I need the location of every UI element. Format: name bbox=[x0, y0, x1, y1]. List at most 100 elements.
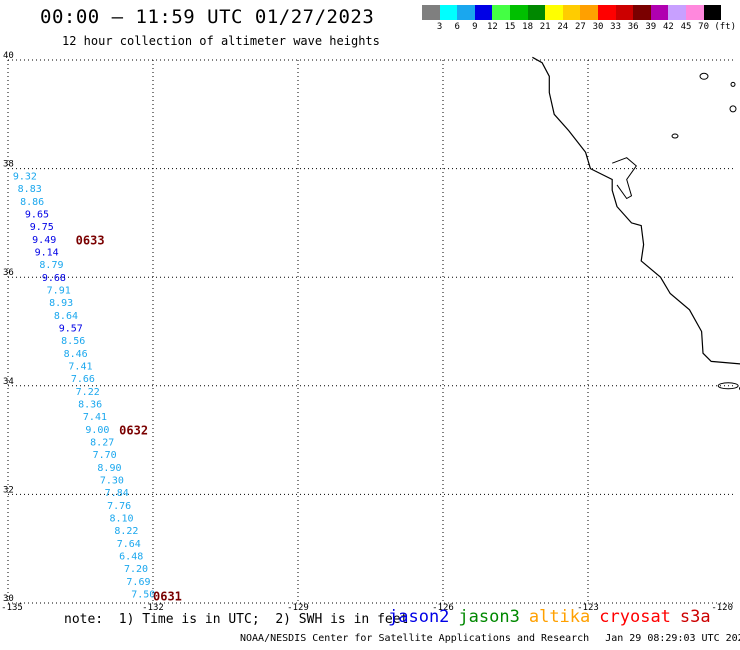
color-scale-tick-label: 12 bbox=[486, 22, 498, 32]
satellite-legend-entry: cryosat bbox=[599, 607, 671, 627]
satellite-legend-entry: altika bbox=[528, 607, 591, 627]
color-swatch bbox=[457, 5, 475, 20]
color-scale-tick-label: 36 bbox=[627, 22, 639, 32]
wave-height-value: 7.20 bbox=[124, 564, 148, 575]
color-scale-tick-label: 18 bbox=[522, 22, 534, 32]
footer-note: note: 1) Time is in UTC; 2) SWH is in fe… bbox=[64, 612, 409, 627]
wave-height-value: 8.83 bbox=[18, 184, 42, 195]
coastline bbox=[532, 56, 740, 365]
wave-height-value: 7.91 bbox=[47, 285, 71, 296]
wave-height-value: 8.10 bbox=[110, 514, 134, 525]
satellite-legend-entry: s3a bbox=[679, 607, 711, 627]
color-swatch bbox=[545, 5, 563, 20]
color-scale-tick-label: 9 bbox=[472, 22, 478, 32]
lake bbox=[730, 81, 736, 87]
color-swatch bbox=[422, 5, 440, 20]
wave-height-value: 7.50 bbox=[131, 590, 155, 601]
map-subtitle: 12 hour collection of altimeter wave hei… bbox=[62, 34, 380, 48]
wave-height-value: 7.41 bbox=[68, 362, 92, 373]
latitude-label: 34 bbox=[3, 377, 14, 387]
credit-text: NOAA/NESDIS Center for Satellite Applica… bbox=[240, 633, 590, 644]
latitude-label: 40 bbox=[3, 51, 14, 61]
wave-height-value: 7.64 bbox=[117, 539, 141, 550]
san-francisco-bay bbox=[612, 157, 637, 200]
wave-height-value: 6.48 bbox=[119, 552, 143, 563]
wave-height-value: 7.70 bbox=[93, 450, 117, 461]
wave-height-value: 8.64 bbox=[54, 311, 78, 322]
wave-height-value: 8.79 bbox=[39, 260, 63, 271]
channel-island bbox=[717, 382, 739, 390]
wave-height-value: 9.57 bbox=[59, 324, 83, 335]
color-scale-tick-label: 24 bbox=[557, 22, 569, 32]
pass-number-label: 0632 bbox=[119, 424, 148, 438]
color-swatch bbox=[597, 5, 616, 20]
wave-height-value: 9.68 bbox=[42, 273, 66, 284]
longitude-label: -135 bbox=[1, 603, 23, 613]
color-scale-tick-label: 70 bbox=[698, 22, 710, 32]
color-scale-tick-label: 30 bbox=[592, 22, 604, 32]
footer-credit: NOAA/NESDIS Center for Satellite Applica… bbox=[240, 633, 740, 644]
wave-height-value: 7.22 bbox=[76, 387, 100, 398]
wave-height-value: 8.27 bbox=[90, 438, 114, 449]
lake bbox=[699, 72, 709, 80]
wave-height-value: 7.66 bbox=[71, 374, 95, 385]
color-swatch bbox=[527, 5, 546, 20]
color-scale-tick-label: 6 bbox=[454, 22, 460, 32]
color-scale-tick-label: 21 bbox=[539, 22, 551, 32]
wave-height-value: 9.75 bbox=[30, 222, 54, 233]
wave-height-value: 7.84 bbox=[105, 488, 129, 499]
color-swatch bbox=[580, 5, 598, 20]
pass-number-label: 0631 bbox=[153, 589, 182, 603]
color-swatch bbox=[685, 5, 704, 20]
color-scale-tick-label: (ft) bbox=[714, 22, 737, 32]
wave-height-value: 7.69 bbox=[126, 577, 150, 588]
wave-height-value: 8.90 bbox=[97, 463, 121, 474]
longitude-label: -129 bbox=[287, 603, 309, 613]
color-swatch bbox=[492, 5, 510, 20]
latitude-label: 36 bbox=[3, 268, 14, 278]
map-title: 00:00 – 11:59 UTC 01/27/2023 bbox=[40, 6, 375, 28]
wave-height-value: 8.86 bbox=[20, 197, 44, 208]
lake bbox=[729, 105, 737, 113]
color-scale-tick-label: 42 bbox=[662, 22, 674, 32]
generated-timestamp: Jan 29 08:29:03 UTC 2023 bbox=[605, 633, 740, 644]
longitude-label: -120 bbox=[711, 603, 733, 613]
color-scale-bar bbox=[422, 5, 722, 20]
wave-height-value: 8.36 bbox=[78, 400, 102, 411]
satellite-legend-entry: jason3 bbox=[458, 607, 520, 627]
color-swatch bbox=[439, 5, 458, 20]
wave-height-value: 9.14 bbox=[35, 247, 59, 258]
pass-number-label: 0633 bbox=[76, 234, 105, 248]
color-scale-tick-label: 15 bbox=[504, 22, 516, 32]
color-swatch bbox=[562, 5, 581, 20]
wave-height-value: 8.56 bbox=[61, 336, 85, 347]
wave-height-value: 9.32 bbox=[13, 171, 37, 182]
wave-height-value: 8.93 bbox=[49, 298, 73, 309]
wave-height-value: 7.41 bbox=[83, 412, 107, 423]
wave-height-value: 9.49 bbox=[32, 235, 56, 246]
color-swatch bbox=[668, 5, 686, 20]
latitude-label: 32 bbox=[3, 485, 14, 495]
wave-height-value: 8.22 bbox=[114, 526, 138, 537]
color-scale-tick-label: 33 bbox=[610, 22, 622, 32]
color-scale-tick-label: 45 bbox=[680, 22, 692, 32]
longitude-label: -132 bbox=[142, 603, 164, 613]
color-swatch bbox=[703, 5, 722, 20]
color-swatch bbox=[509, 5, 528, 20]
color-swatch bbox=[650, 5, 669, 20]
color-scale-tick-label: 27 bbox=[574, 22, 586, 32]
color-scale-ticks: 3 6 9 12 15 18 21 24 27 30 33 36 39 42 45 70 (ft) bbox=[422, 22, 740, 36]
wave-height-value: 9.65 bbox=[25, 209, 49, 220]
color-swatch bbox=[633, 5, 651, 20]
color-scale-tick-label: 3 bbox=[436, 22, 443, 32]
lake bbox=[671, 133, 679, 139]
color-swatch bbox=[615, 5, 634, 20]
wave-height-value: 8.46 bbox=[64, 349, 88, 360]
latitude-label: 30 bbox=[3, 594, 14, 604]
color-scale-tick-label: 39 bbox=[645, 22, 657, 32]
longitude-label: -123 bbox=[577, 603, 599, 613]
satellite-legend-entry: jason2 bbox=[388, 607, 450, 627]
wave-height-value: 9.00 bbox=[85, 425, 109, 436]
wave-height-value: 7.30 bbox=[100, 476, 124, 487]
color-swatch bbox=[474, 5, 493, 20]
